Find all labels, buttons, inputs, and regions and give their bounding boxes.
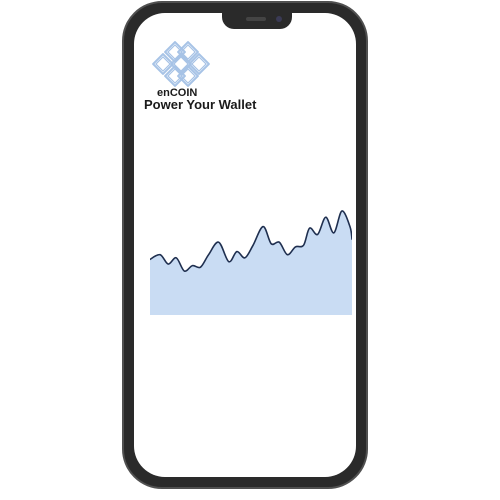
phone-notch (222, 13, 292, 29)
phone-frame: enCOIN Power Your Wallet (122, 1, 368, 489)
brand-name: enCOIN (157, 87, 198, 99)
chart-area-fill (150, 210, 352, 315)
tagline: Power Your Wallet (144, 97, 257, 112)
endless-knot-icon (152, 41, 210, 87)
price-area-chart (150, 210, 352, 315)
front-camera-icon (276, 16, 282, 22)
speaker-grille (246, 17, 266, 21)
phone-screen: enCOIN Power Your Wallet (134, 13, 356, 477)
chart-line (150, 210, 352, 273)
